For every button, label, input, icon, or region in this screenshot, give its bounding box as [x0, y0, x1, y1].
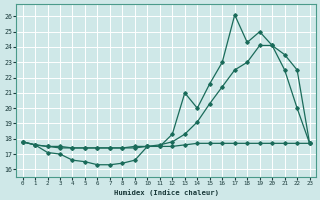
- X-axis label: Humidex (Indice chaleur): Humidex (Indice chaleur): [114, 189, 219, 196]
